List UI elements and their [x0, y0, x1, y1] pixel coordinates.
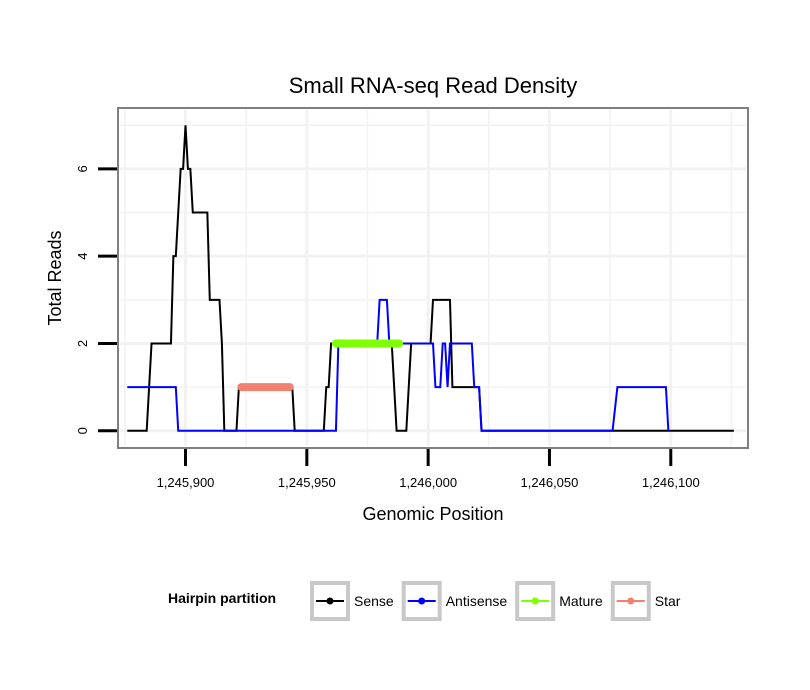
x-axis-title: Genomic Position: [362, 504, 503, 524]
legend-item-star: Star: [610, 581, 681, 621]
y-tick-label: 6: [75, 165, 90, 172]
legend-key-dot: [627, 597, 635, 605]
series-line-antisense: [127, 298, 670, 432]
legend-item-sense: Sense: [310, 581, 394, 621]
y-tick-label: 2: [75, 340, 90, 347]
plot-border: [117, 107, 749, 449]
legend-key-dot: [531, 597, 539, 605]
legend-title: Hairpin partition: [168, 590, 276, 606]
legend-key-dot: [326, 597, 334, 605]
y-tick-label: 0: [75, 427, 90, 434]
x-tick-label: 1,245,900: [157, 475, 215, 490]
y-axis-ticks: 0 2 4 6: [75, 165, 117, 434]
y-axis-title: Total Reads: [45, 230, 65, 325]
legend-item-antisense: Antisense: [401, 581, 508, 621]
legend-item-mature: Mature: [515, 581, 603, 621]
legend-label: Mature: [559, 593, 603, 609]
legend: Hairpin partition Sense Antisense Mature St…: [168, 581, 681, 621]
x-tick-label: 1,246,000: [399, 475, 457, 490]
x-tick-label: 1,246,050: [521, 475, 579, 490]
x-axis-ticks: 1,245,900 1,245,950 1,246,000 1,246,050 1,24…: [157, 449, 700, 490]
legend-label: Sense: [354, 593, 394, 609]
legend-key-dot: [418, 597, 426, 605]
legend-label: Antisense: [446, 593, 508, 609]
x-tick-label: 1,245,950: [278, 475, 336, 490]
legend-label: Star: [655, 593, 681, 609]
x-tick-label: 1,246,100: [642, 475, 700, 490]
y-tick-label: 4: [75, 253, 90, 260]
chart-title: Small RNA-seq Read Density: [289, 73, 578, 98]
series-group: [127, 125, 734, 432]
